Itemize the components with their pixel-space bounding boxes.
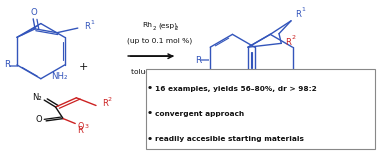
Text: readily accesible starting materials: readily accesible starting materials: [155, 136, 304, 142]
Text: R: R: [102, 99, 108, 108]
Text: 3: 3: [84, 124, 88, 129]
Text: R: R: [285, 38, 291, 47]
Text: O: O: [285, 75, 291, 84]
Text: •: •: [147, 84, 153, 93]
Text: 1: 1: [301, 7, 305, 12]
Text: 3: 3: [300, 73, 304, 77]
Text: 2: 2: [175, 26, 178, 31]
Text: 2: 2: [153, 26, 156, 31]
Text: 1: 1: [90, 20, 94, 24]
Text: 2: 2: [291, 35, 295, 40]
Text: 2: 2: [107, 97, 112, 102]
Text: (up to 0.1 mol %): (up to 0.1 mol %): [127, 38, 192, 44]
Text: O: O: [30, 8, 37, 18]
Text: ‖: ‖: [9, 62, 19, 66]
Text: N: N: [271, 87, 277, 96]
Text: R: R: [77, 126, 84, 135]
Text: toluene, reflux: toluene, reflux: [131, 69, 185, 75]
Text: R: R: [295, 10, 301, 19]
Text: NH₂: NH₂: [51, 72, 67, 81]
Text: R: R: [84, 22, 90, 31]
Text: +: +: [79, 62, 88, 72]
Text: •: •: [147, 109, 153, 118]
Text: R: R: [293, 75, 299, 84]
Text: (esp): (esp): [158, 22, 177, 29]
Text: O: O: [78, 122, 84, 131]
Text: 16 examples, yields 56–80%, dr > 98:2: 16 examples, yields 56–80%, dr > 98:2: [155, 86, 317, 91]
Text: R: R: [5, 60, 11, 69]
Text: ‖: ‖: [200, 56, 209, 60]
Text: convergent approach: convergent approach: [155, 111, 244, 117]
Bar: [146, 69, 375, 149]
Text: •: •: [147, 135, 153, 144]
Text: O: O: [35, 115, 42, 124]
Text: Rh: Rh: [143, 22, 152, 28]
Text: N₂: N₂: [32, 93, 42, 102]
Text: O: O: [260, 91, 267, 100]
Text: R: R: [195, 56, 201, 65]
